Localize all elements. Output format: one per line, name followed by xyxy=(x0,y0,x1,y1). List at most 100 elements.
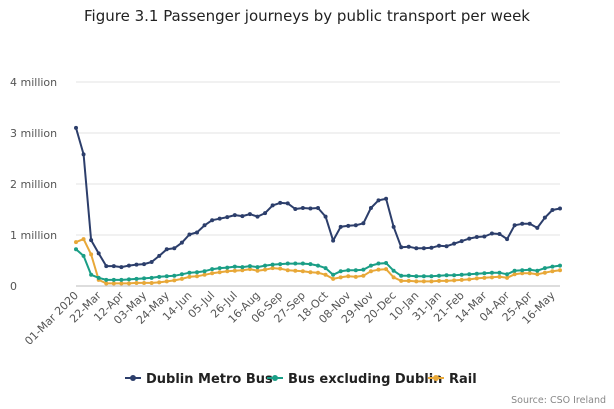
series-1 xyxy=(74,247,562,282)
data-point xyxy=(126,281,131,286)
data-point xyxy=(134,280,139,285)
data-point xyxy=(217,270,222,275)
data-point xyxy=(482,275,487,280)
data-point xyxy=(414,246,419,251)
data-point xyxy=(270,203,275,208)
legend-item: Rail xyxy=(428,372,477,387)
data-point xyxy=(96,251,101,256)
data-point xyxy=(384,261,389,266)
data-point xyxy=(225,269,230,274)
legend: Dublin Metro Bus Bus excluding Dublin Rail xyxy=(125,372,477,387)
data-point xyxy=(323,214,328,219)
data-point xyxy=(278,266,283,271)
legend-label: Dublin Metro Bus xyxy=(146,372,273,387)
data-point xyxy=(210,218,215,223)
data-point xyxy=(157,280,162,285)
source-note: Source: CSO Ireland xyxy=(511,395,606,406)
series-group xyxy=(74,125,562,286)
data-point xyxy=(346,268,351,273)
data-point xyxy=(202,223,207,228)
data-point xyxy=(74,240,78,245)
data-point xyxy=(459,239,464,244)
data-point xyxy=(104,281,109,286)
data-point xyxy=(195,230,199,235)
data-point xyxy=(323,272,328,277)
data-point xyxy=(474,235,479,240)
data-point xyxy=(187,274,192,279)
y-tick-label: 0 xyxy=(10,280,17,293)
data-point xyxy=(179,276,184,281)
data-point xyxy=(300,261,305,266)
legend-marker xyxy=(130,375,136,381)
series-line xyxy=(75,127,561,269)
data-point xyxy=(316,263,320,268)
data-point xyxy=(558,268,562,273)
data-point xyxy=(505,272,510,277)
data-point xyxy=(361,273,366,278)
data-point xyxy=(421,279,426,284)
data-point xyxy=(497,274,502,279)
data-point xyxy=(142,276,147,281)
data-point xyxy=(255,214,260,219)
data-point xyxy=(81,237,86,242)
data-point xyxy=(542,266,547,271)
data-point xyxy=(111,264,116,269)
legend-item: Bus excluding Dublin xyxy=(267,372,442,387)
data-point xyxy=(300,269,305,274)
data-point xyxy=(111,277,116,282)
data-point xyxy=(270,262,275,267)
data-point xyxy=(149,275,154,280)
data-point xyxy=(164,247,169,252)
data-point xyxy=(119,277,124,282)
data-point xyxy=(285,201,290,206)
data-point xyxy=(414,274,419,279)
data-point xyxy=(406,278,411,283)
data-point xyxy=(497,231,502,236)
data-point xyxy=(232,213,237,218)
data-point xyxy=(474,271,479,276)
data-point xyxy=(414,279,419,284)
data-point xyxy=(550,208,555,213)
data-point xyxy=(437,278,441,283)
data-point xyxy=(119,281,124,286)
legend-marker xyxy=(433,375,439,381)
series-line xyxy=(75,238,561,285)
data-point xyxy=(421,274,426,279)
data-point xyxy=(187,270,192,275)
data-point xyxy=(210,267,215,272)
data-point xyxy=(437,243,441,248)
series-2 xyxy=(74,237,562,286)
data-point xyxy=(384,196,389,201)
data-point xyxy=(338,224,343,229)
data-point xyxy=(376,267,381,272)
data-point xyxy=(293,206,298,211)
data-point xyxy=(353,274,358,279)
data-point xyxy=(308,270,313,275)
data-point xyxy=(187,232,192,237)
data-point xyxy=(255,265,260,270)
data-point xyxy=(459,272,464,277)
y-axis: 0 1 million 2 million 3 million 4 million xyxy=(10,76,57,293)
data-point xyxy=(467,236,472,241)
data-point xyxy=(512,272,517,277)
data-point xyxy=(263,263,268,268)
data-point xyxy=(323,266,328,271)
data-point xyxy=(308,262,313,267)
series-0 xyxy=(74,125,562,270)
data-point xyxy=(391,268,396,273)
data-point xyxy=(474,276,479,281)
data-point xyxy=(142,280,147,285)
data-point xyxy=(195,270,199,275)
data-point xyxy=(444,278,449,283)
data-point xyxy=(437,273,441,278)
data-point xyxy=(232,268,237,273)
data-point xyxy=(263,211,268,216)
data-point xyxy=(217,216,222,221)
data-point xyxy=(444,244,449,249)
data-point xyxy=(459,277,464,282)
data-point xyxy=(172,246,177,251)
data-point xyxy=(558,206,562,211)
data-point xyxy=(558,263,562,268)
data-point xyxy=(368,269,373,274)
